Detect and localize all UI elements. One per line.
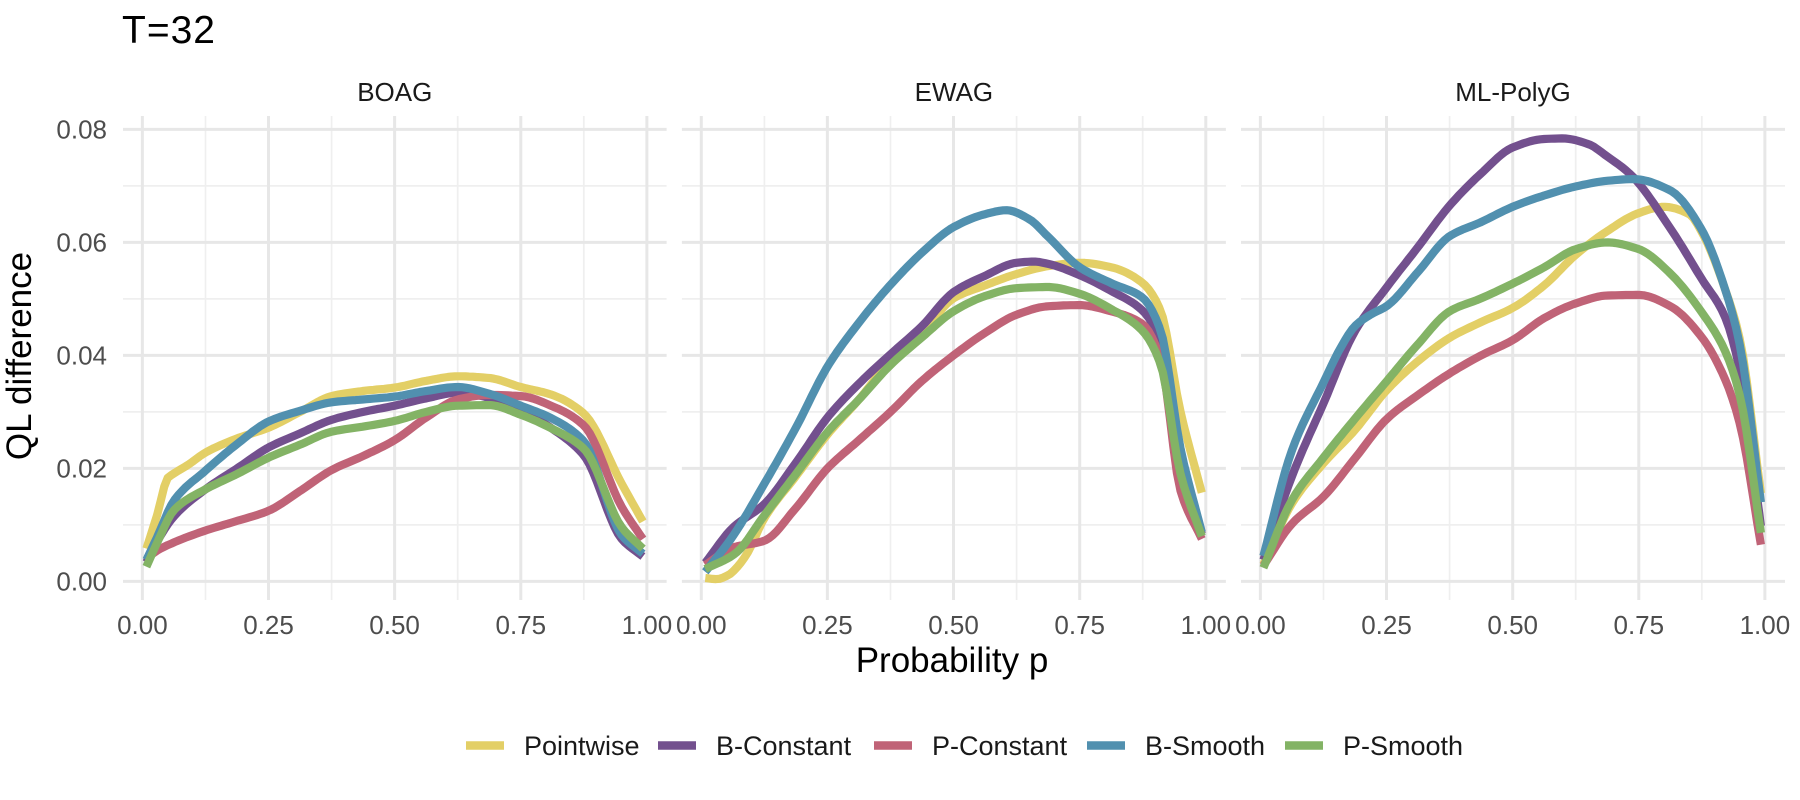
svg-text:QL difference: QL difference — [0, 252, 39, 460]
svg-text:0.50: 0.50 — [369, 610, 420, 640]
svg-text:1.00: 1.00 — [622, 610, 673, 640]
svg-text:0.50: 0.50 — [1487, 610, 1538, 640]
svg-text:0.00: 0.00 — [56, 566, 107, 596]
svg-text:BOAG: BOAG — [357, 77, 432, 107]
svg-text:0.04: 0.04 — [56, 340, 107, 370]
svg-text:0.00: 0.00 — [117, 610, 168, 640]
svg-text:0.75: 0.75 — [495, 610, 546, 640]
svg-text:0.08: 0.08 — [56, 114, 107, 144]
svg-text:B-Constant: B-Constant — [716, 731, 852, 761]
svg-text:Pointwise: Pointwise — [524, 731, 640, 761]
svg-text:0.00: 0.00 — [676, 610, 727, 640]
svg-text:EWAG: EWAG — [915, 77, 993, 107]
svg-text:P-Constant: P-Constant — [932, 731, 1068, 761]
svg-text:0.06: 0.06 — [56, 227, 107, 257]
svg-text:0.75: 0.75 — [1613, 610, 1664, 640]
svg-text:0.02: 0.02 — [56, 453, 107, 483]
svg-text:T=32: T=32 — [122, 9, 216, 52]
svg-text:0.50: 0.50 — [928, 610, 979, 640]
svg-text:P-Smooth: P-Smooth — [1343, 731, 1463, 761]
svg-text:0.75: 0.75 — [1054, 610, 1105, 640]
svg-text:ML-PolyG: ML-PolyG — [1455, 77, 1571, 107]
svg-text:1.00: 1.00 — [1180, 610, 1231, 640]
svg-text:1.00: 1.00 — [1740, 610, 1791, 640]
svg-text:0.25: 0.25 — [802, 610, 853, 640]
svg-text:0.25: 0.25 — [243, 610, 294, 640]
svg-text:Probability p: Probability p — [856, 641, 1049, 680]
svg-text:0.25: 0.25 — [1361, 610, 1412, 640]
svg-text:B-Smooth: B-Smooth — [1145, 731, 1265, 761]
svg-text:0.00: 0.00 — [1235, 610, 1286, 640]
